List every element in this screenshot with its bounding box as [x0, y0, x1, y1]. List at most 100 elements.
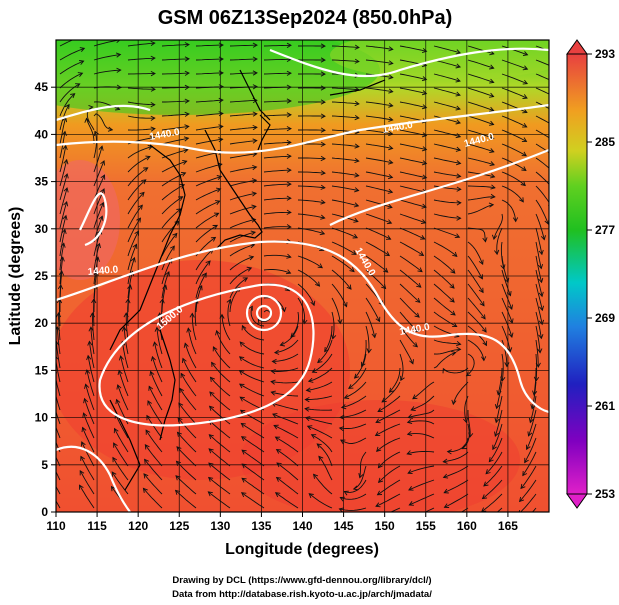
streamline-arrow	[494, 249, 500, 256]
streamline	[485, 451, 503, 475]
streamline	[143, 473, 163, 495]
streamline-arrow	[320, 71, 326, 77]
streamline	[59, 243, 65, 271]
streamline	[444, 479, 469, 494]
streamline-arrow	[494, 403, 500, 410]
streamline-arrow	[218, 56, 224, 62]
streamline	[460, 507, 469, 512]
streamline	[535, 227, 543, 255]
streamline-arrow	[384, 251, 391, 257]
streamline-arrow	[60, 242, 66, 248]
streamline	[275, 492, 299, 509]
streamline-arrow	[538, 277, 544, 284]
streamline-arrow	[86, 354, 92, 361]
streamline	[378, 465, 401, 483]
streamline-arrow	[241, 477, 247, 483]
streamline-arrow	[418, 251, 425, 257]
streamline-arrow	[413, 327, 420, 333]
streamline-arrow	[56, 386, 57, 388]
streamline-arrow	[481, 521, 486, 525]
streamline	[501, 269, 511, 296]
streamline-arrow	[148, 385, 154, 391]
streamline-arrow	[81, 426, 87, 433]
streamline-arrow	[489, 64, 495, 70]
streamline	[331, 185, 359, 192]
streamline-arrow	[489, 78, 495, 84]
colorbar-tick-label: 261	[595, 399, 615, 413]
streamline-arrow	[338, 507, 344, 512]
streamline	[195, 58, 224, 61]
streamline-arrow	[406, 418, 413, 425]
streamline	[125, 313, 129, 341]
x-axis-title: Longitude (degrees)	[225, 541, 379, 558]
streamline-arrow	[340, 404, 347, 410]
streamline-arrow	[519, 197, 524, 203]
streamline	[127, 271, 133, 299]
streamline	[298, 171, 326, 174]
streamline	[399, 101, 427, 109]
streamline	[365, 241, 390, 256]
streamline-arrow	[89, 312, 95, 318]
streamline-arrow	[286, 195, 292, 201]
streamline-arrow	[456, 215, 462, 221]
streamline-arrow	[172, 232, 178, 239]
streamline	[305, 395, 333, 400]
streamline-arrow	[479, 301, 485, 307]
streamline-arrow	[455, 133, 462, 139]
streamline-arrow	[48, 456, 52, 461]
streamline-arrow	[98, 145, 104, 151]
streamline-arrow	[184, 124, 190, 130]
streamline-arrow	[94, 256, 100, 262]
streamline	[227, 299, 231, 327]
streamline-arrow	[551, 187, 555, 192]
streamline	[241, 449, 265, 467]
streamline	[56, 377, 61, 397]
streamline-arrow	[450, 310, 456, 316]
streamline-arrow	[150, 40, 156, 46]
streamline	[143, 488, 163, 509]
streamline-arrow	[374, 431, 381, 436]
streamline	[501, 325, 511, 352]
streamline-arrow	[421, 160, 428, 166]
streamline	[229, 192, 257, 201]
green-patch	[330, 40, 549, 80]
streamline-arrow	[271, 358, 277, 365]
streamline-arrow	[483, 481, 489, 487]
streamline	[501, 199, 517, 222]
streamlines	[48, 40, 555, 525]
streamline-arrow	[286, 42, 292, 48]
streamline-arrow	[62, 214, 68, 221]
streamline	[433, 241, 458, 257]
streamline	[148, 386, 163, 411]
streamline-arrow	[184, 56, 190, 62]
streamline-arrow	[406, 450, 412, 456]
streamline	[195, 86, 224, 89]
streamline	[467, 143, 494, 153]
streamline	[56, 456, 61, 467]
streamline-arrow	[400, 375, 405, 382]
streamline-arrow	[110, 485, 116, 492]
streamline-arrow	[450, 268, 456, 274]
streamline-arrow	[451, 399, 457, 406]
streamline	[59, 93, 76, 117]
y-tick-label: 15	[35, 363, 49, 377]
streamline-arrow	[150, 102, 156, 108]
streamline	[229, 72, 258, 75]
streamline	[93, 113, 113, 131]
coastlines	[109, 69, 386, 491]
streamline	[501, 143, 527, 157]
streamline-arrow	[339, 439, 346, 445]
streamline	[146, 415, 163, 439]
streamline	[467, 297, 486, 320]
streamline-arrow	[537, 263, 544, 270]
streamline	[210, 377, 231, 397]
streamline	[208, 462, 231, 481]
streamline	[161, 271, 170, 299]
streamline-arrow	[317, 358, 323, 364]
streamline-arrow	[375, 502, 381, 508]
streamline-arrow	[116, 67, 122, 73]
streamline-arrow	[84, 117, 90, 123]
streamline-arrow	[94, 130, 99, 137]
streamline-arrow	[286, 112, 292, 118]
streamline-arrow	[520, 181, 526, 187]
